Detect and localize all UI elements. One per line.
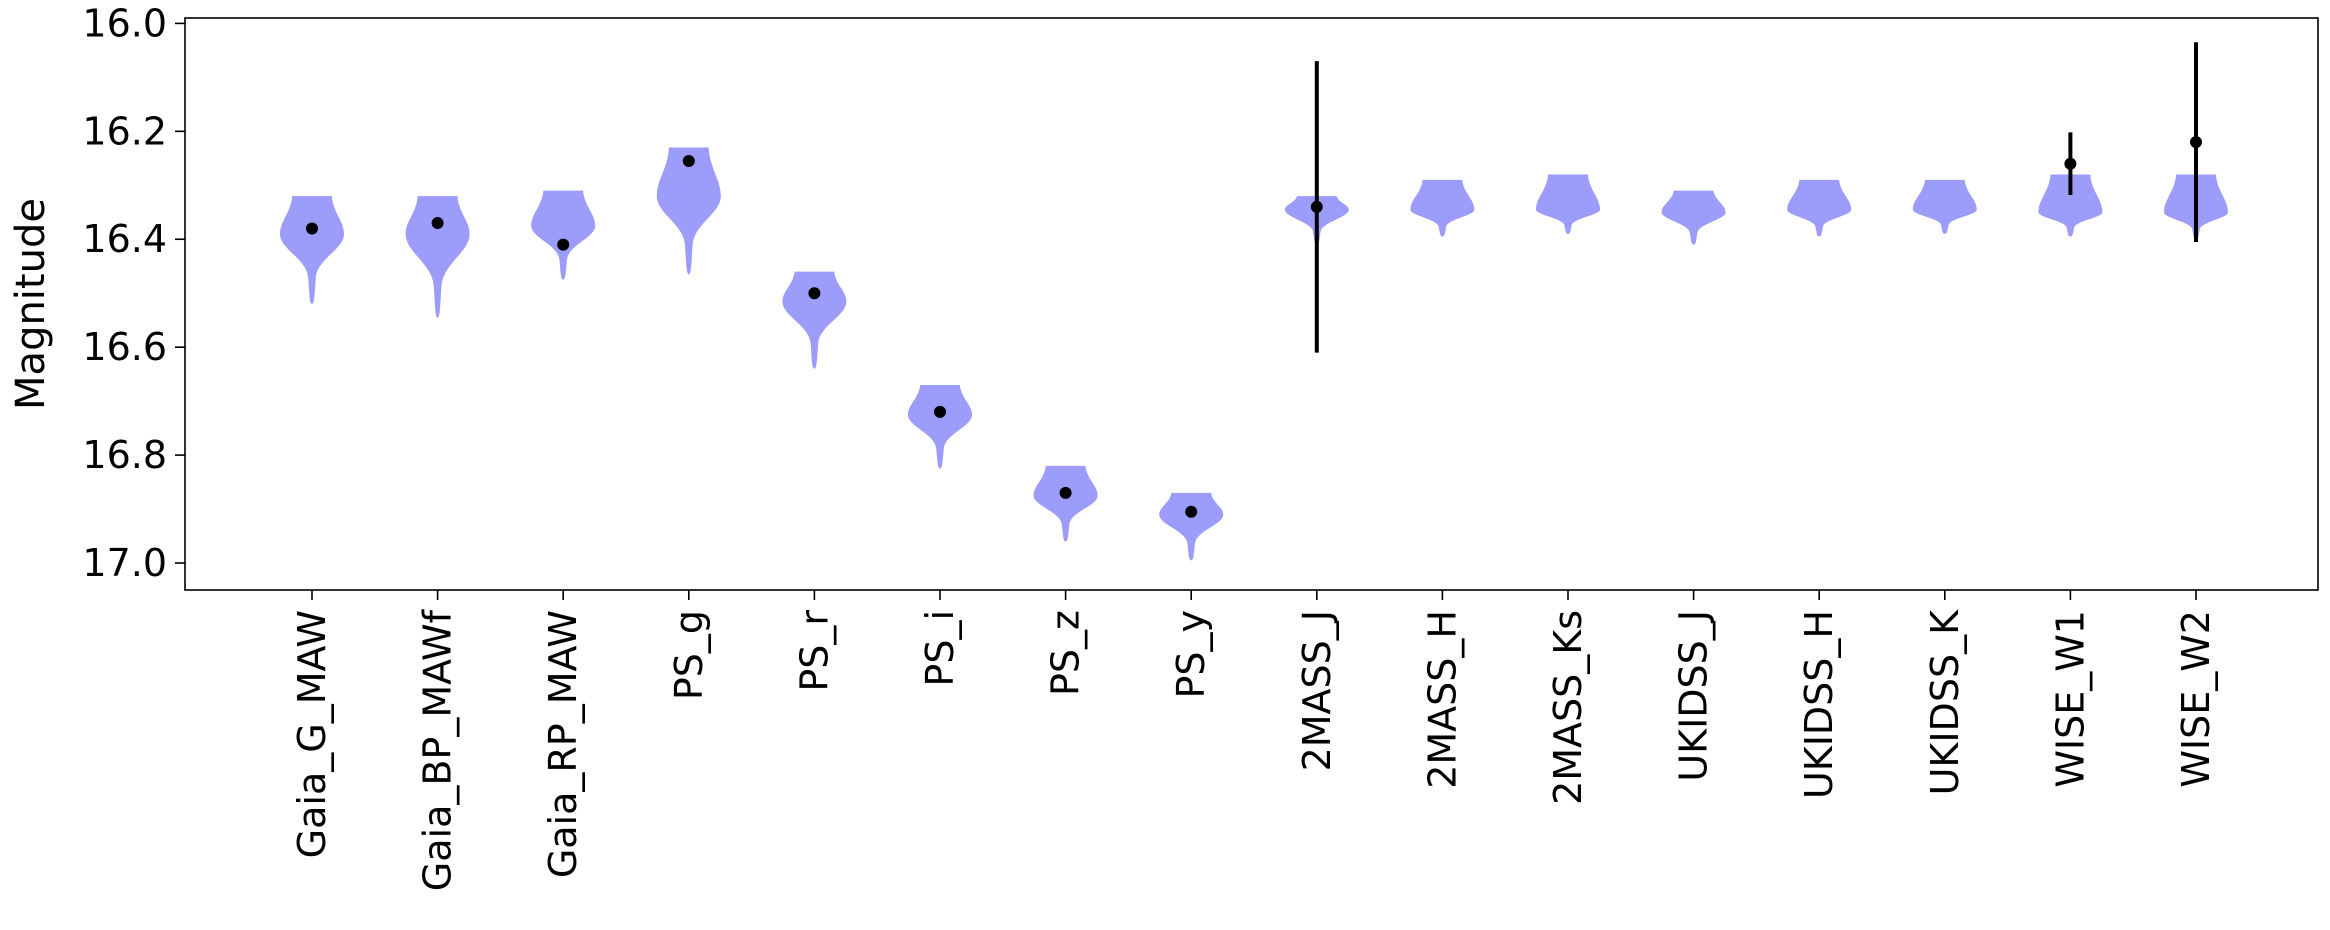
observed-point-PS_r xyxy=(808,287,821,300)
violin-PS_z xyxy=(1033,465,1098,542)
x-tick-label: Gaia_BP_MAWf xyxy=(416,608,460,891)
observation-layer xyxy=(306,42,2202,518)
x-tick-label: Gaia_RP_MAW xyxy=(541,610,585,878)
observed-point-WISE_W1 xyxy=(2064,157,2077,170)
y-axis-label: Magnitude xyxy=(8,198,54,410)
observed-point-PS_z xyxy=(1059,486,1072,499)
x-tick-label: PS_g xyxy=(667,610,711,700)
y-tick-label: 16.0 xyxy=(82,1,167,45)
observed-point-PS_i xyxy=(934,405,946,418)
observed-point-Gaia_RP_MAW xyxy=(557,238,570,251)
x-axis: Gaia_G_MAW Gaia_BP_MAWf Gaia_RP_MAW PS_g PS_… xyxy=(290,590,2218,891)
x-tick-label: PS_z xyxy=(1044,610,1088,696)
x-tick-label: PS_y xyxy=(1169,610,1213,699)
violin-UKIDSS_H xyxy=(1787,179,1852,237)
violin-PS_g xyxy=(656,147,721,275)
violin-PS_y xyxy=(1159,492,1224,561)
observed-point-PS_g xyxy=(682,155,695,167)
violin-2MASS_H xyxy=(1410,179,1475,237)
y-axis: 16.0 16.2 16.4 16.6 16.8 17.0 xyxy=(82,1,185,585)
observed-point-Gaia_G_MAW xyxy=(306,222,318,235)
violin-UKIDSS_J xyxy=(1661,190,1726,245)
y-tick-label: 16.4 xyxy=(82,217,167,261)
violin-layer xyxy=(280,147,2228,561)
violin-Gaia_G_MAW xyxy=(280,196,344,304)
y-tick-label: 17.0 xyxy=(82,541,167,585)
plot-frame xyxy=(184,17,2319,591)
violin-WISE_W1 xyxy=(2038,174,2103,237)
observed-point-2MASS_J xyxy=(1310,200,1323,213)
x-tick-label: UKIDSS_K xyxy=(1923,609,1967,795)
x-tick-label: WISE_W1 xyxy=(2048,610,2092,788)
x-tick-label: PS_r xyxy=(792,610,836,692)
x-tick-label: UKIDSS_J xyxy=(1672,610,1716,782)
x-tick-label: WISE_W2 xyxy=(2174,610,2218,788)
y-tick-label: 16.2 xyxy=(82,109,167,153)
y-tick-label: 16.8 xyxy=(82,433,167,477)
x-tick-label: 2MASS_H xyxy=(1420,610,1464,789)
violin-PS_r xyxy=(782,271,847,369)
violin-PS_i xyxy=(908,384,972,469)
y-tick-label: 16.6 xyxy=(82,325,167,369)
x-tick-label: Gaia_G_MAW xyxy=(290,610,334,858)
violin-2MASS_Ks xyxy=(1536,174,1600,234)
violin-Gaia_RP_MAW xyxy=(531,190,596,280)
x-tick-label: 2MASS_Ks xyxy=(1546,610,1590,805)
x-tick-label: PS_i xyxy=(918,610,962,687)
x-tick-label: 2MASS_J xyxy=(1295,610,1339,771)
violin-UKIDSS_K xyxy=(1912,179,1977,234)
violin-Gaia_BP_MAWf xyxy=(405,196,470,318)
x-tick-label: UKIDSS_H xyxy=(1797,610,1841,799)
observed-point-WISE_W2 xyxy=(2190,136,2202,149)
observed-point-PS_y xyxy=(1185,505,1198,518)
observed-point-Gaia_BP_MAWf xyxy=(431,217,444,230)
